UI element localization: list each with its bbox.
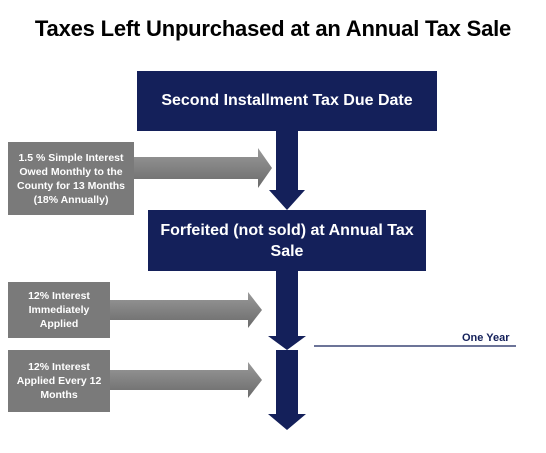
forfeited-box: Forfeited (not sold) at Annual Tax Sale [148, 210, 426, 271]
down-arrow-1 [269, 131, 305, 210]
interest-note-annual: 12% Interest Applied Every 12 Months [8, 350, 110, 412]
one-year-label: One Year [462, 332, 510, 344]
gray-arrow-1 [134, 148, 272, 188]
gray-arrow-3 [110, 362, 262, 398]
due-date-box: Second Installment Tax Due Date [137, 71, 437, 131]
diagram-title: Taxes Left Unpurchased at an Annual Tax … [34, 16, 512, 41]
down-arrow-3 [268, 350, 306, 430]
interest-note-monthly: 1.5 % Simple Interest Owed Monthly to th… [8, 142, 134, 215]
interest-note-immediate: 12% Interest Immediately Applied [8, 282, 110, 338]
down-arrow-2 [268, 271, 306, 350]
gray-arrow-2 [110, 292, 262, 328]
